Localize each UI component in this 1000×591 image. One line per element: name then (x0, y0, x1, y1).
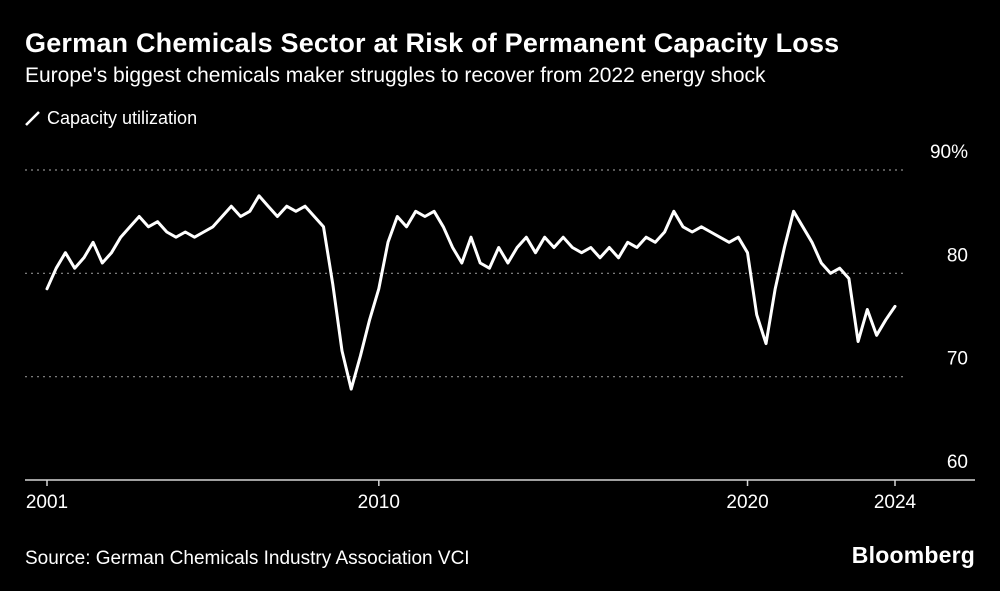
x-axis-label: 2001 (26, 492, 68, 513)
source-note: Source: German Chemicals Industry Associ… (25, 548, 470, 569)
x-axis-label: 2024 (874, 492, 917, 513)
plot-area: 90% 80 70 60 2001 2010 2020 2024 (25, 142, 975, 513)
y-axis-label: 80 (947, 245, 968, 266)
x-axis-label: 2010 (358, 492, 400, 513)
legend: Capacity utilization (25, 108, 197, 129)
series-line-capacity-utilization (45, 194, 897, 391)
y-axis-label: 70 (947, 349, 968, 370)
x-axis-label: 2020 (726, 492, 768, 513)
chart-subtitle: Europe's biggest chemicals maker struggl… (25, 64, 766, 87)
bloomberg-logo: Bloomberg (851, 542, 975, 568)
y-axis-label: 90% (930, 142, 968, 163)
chart-title: German Chemicals Sector at Risk of Perma… (25, 28, 840, 58)
line-series-marker-icon (25, 111, 40, 126)
legend-label: Capacity utilization (47, 108, 198, 128)
y-axis-label: 60 (947, 452, 968, 473)
